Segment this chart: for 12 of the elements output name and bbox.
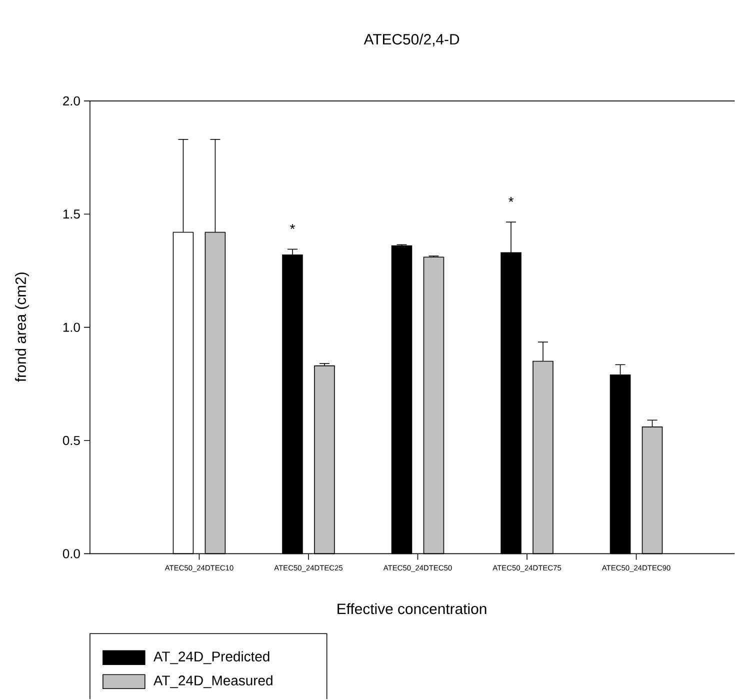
y-tick-label: 2.0 <box>63 96 80 106</box>
annotation: * <box>508 197 514 202</box>
y-tick-label: 1.5 <box>63 210 80 219</box>
y-tick-label: 1.0 <box>63 322 80 332</box>
x-axis-title: Effective concentration <box>338 603 486 614</box>
y-tick-label: 0.0 <box>62 549 80 558</box>
legend-label: AT_24D_Predicted <box>153 651 270 664</box>
y-axis-title: frond area (cm2) <box>15 272 29 382</box>
y-tick-label: 0.5 <box>62 436 80 446</box>
chart-title: ATEC50/2,4-D <box>364 34 460 47</box>
annotation: * <box>290 224 295 230</box>
legend-label: AT_24D_Measured <box>153 675 272 688</box>
